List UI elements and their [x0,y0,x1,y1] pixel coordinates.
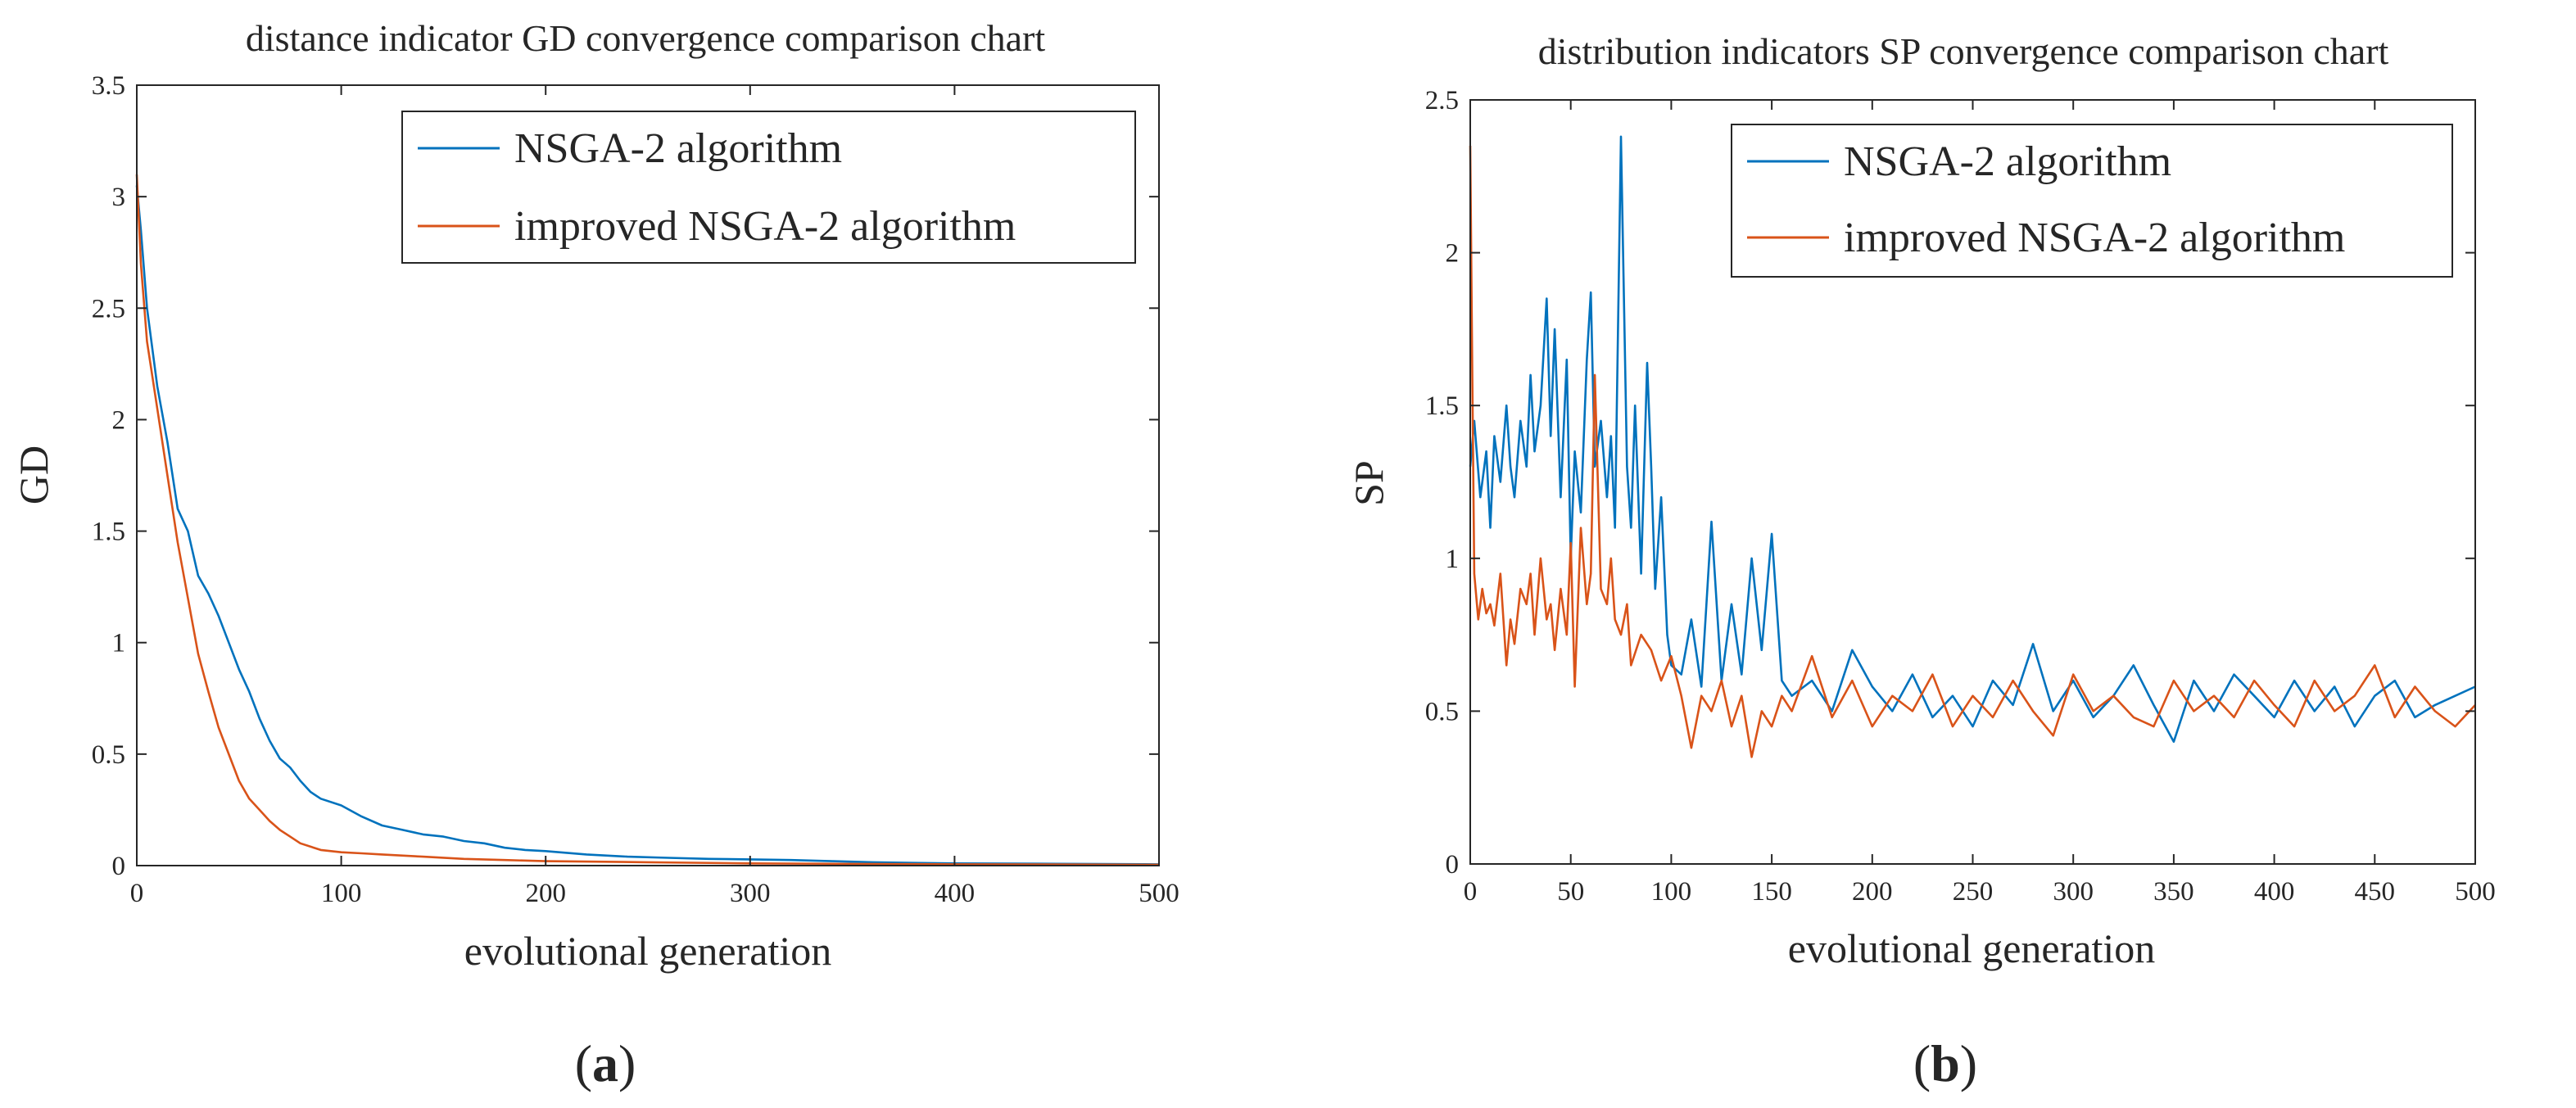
panel-label-open: ( [575,1034,592,1092]
tick-layer: 0 50 100 150 200 250 300 350 400 450 500 0 0.5 1 1.5 2 2… [1425,86,2496,907]
x-tick-label: 400 [935,879,976,908]
y-axis-label: GD [11,445,57,504]
y-tick-label: 0.5 [92,740,125,770]
panel-label-a: (a) [575,1034,636,1092]
x-tick-label: 500 [2455,877,2496,907]
plot-area [136,84,1160,866]
y-tick-label: 1.5 [92,518,125,547]
x-tick-label: 250 [1953,877,1994,907]
x-tick-label: 500 [1139,879,1179,908]
panel-label-open: ( [1913,1034,1931,1092]
y-tick-label: 1 [1446,545,1460,574]
x-tick-label: 100 [1651,877,1692,907]
y-tick-label: 2.5 [92,294,125,323]
x-tick-label: 0 [1464,877,1478,907]
x-tick-label: 150 [1751,877,1792,907]
series-line-improved [1469,145,2476,758]
x-axis-label: evolutional generation [1788,925,2155,971]
y-tick-label: 2 [1446,239,1460,269]
legend-box [1731,124,2453,278]
x-tick-label: 300 [2053,877,2094,907]
tick-layer: 0 100 200 300 400 500 0 0.5 1 1.5 2 2.5 3 3.5 [92,71,1179,908]
y-tick-label: 0 [112,852,126,881]
x-tick-label: 400 [2254,877,2295,907]
x-tick-label: 100 [321,879,362,908]
x-tick-label: 200 [525,879,566,908]
y-tick-label: 2 [112,405,126,435]
y-axis-label: SP [1346,460,1392,506]
y-tick-label: 1.5 [1425,391,1459,421]
panel-label-letter: a [592,1034,618,1092]
series-layer [135,174,1160,866]
chart-panel-b: distribution indicators SP convergence c… [1346,30,2496,1092]
y-tick-label: 0.5 [1425,697,1459,726]
series-line-nsga2 [135,185,1160,866]
x-tick-label: 0 [130,879,144,908]
panel-label-close: ) [618,1034,636,1092]
y-tick-label: 3.5 [92,71,125,101]
legend-label-nsga2: NSGA-2 algorithm [1844,138,2171,185]
x-axis-label: evolutional generation [464,928,831,974]
y-tick-label: 1 [112,629,126,658]
chart-panel-a: distance indicator GD convergence compar… [11,17,1179,1092]
legend-box [401,111,1136,264]
x-tick-label: 350 [2153,877,2194,907]
legend: NSGA-2 algorithm improved NSGA-2 algorit… [1731,124,2453,278]
legend-label-improved: improved NSGA-2 algorithm [514,203,1016,250]
y-tick-label: 0 [1446,850,1460,880]
x-tick-label: 50 [1557,877,1584,907]
panel-label-close: ) [1960,1034,1977,1092]
chart-title: distribution indicators SP convergence c… [1538,30,2389,72]
x-tick-label: 300 [730,879,771,908]
x-tick-label: 450 [2355,877,2396,907]
panel-label-letter: b [1931,1034,1960,1092]
x-tick-label: 200 [1852,877,1893,907]
panel-label-b: (b) [1913,1034,1977,1092]
series-line-improved [135,174,1160,866]
chart-title: distance indicator GD convergence compar… [246,17,1045,59]
series-layer [1469,135,2476,758]
legend-label-nsga2: NSGA-2 algorithm [514,125,842,172]
y-tick-label: 2.5 [1425,86,1459,115]
legend-label-improved: improved NSGA-2 algorithm [1844,215,2345,261]
y-tick-label: 3 [112,183,126,212]
legend: NSGA-2 algorithm improved NSGA-2 algorit… [401,111,1136,264]
